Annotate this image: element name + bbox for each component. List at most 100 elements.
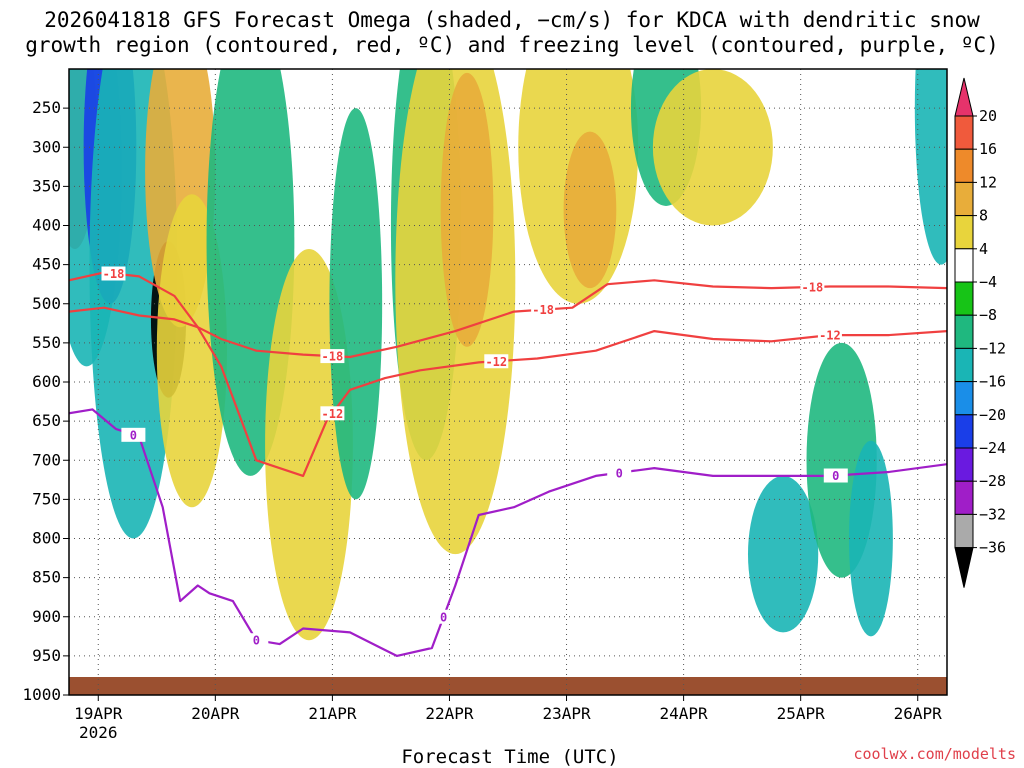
y-tick-label: 800 <box>32 529 61 548</box>
y-tick-label: 650 <box>32 411 61 430</box>
colorbar-label: −12 <box>979 339 1006 357</box>
contour-label-bg <box>431 609 456 624</box>
contour-label: -18 <box>532 303 554 317</box>
x-tick-label: 22APR <box>425 704 474 723</box>
omega-cell <box>914 69 947 265</box>
credit-text: coolwx.com/modelts <box>853 745 1016 763</box>
contour-label: 0 <box>832 469 839 483</box>
colorbar-segment <box>954 381 974 416</box>
colorbar-segment <box>954 447 974 482</box>
ground-surface <box>69 677 947 695</box>
contour-label: 0 <box>440 610 447 624</box>
colorbar-segment <box>954 314 974 349</box>
x-tick-label: 25APR <box>777 704 826 723</box>
colorbar-label: −8 <box>979 306 997 324</box>
dgz-contour-m12 <box>69 306 947 477</box>
colorbar: 20 16 12 8 4 −4 −8 −12 −16 −20 −24 −28 −32 −36 <box>954 77 1006 588</box>
y-tick-label: 600 <box>32 372 61 391</box>
contour-label: -18 <box>322 350 344 364</box>
colorbar-segment <box>954 347 974 383</box>
contour-label-bg <box>800 280 825 295</box>
contour-label: 0 <box>130 428 137 442</box>
chart-title-line2: growth region (contoured, red, ºC) and f… <box>25 33 999 57</box>
contour-label-bg <box>320 406 345 421</box>
y-tick-label: 850 <box>32 568 61 587</box>
contour-label-bg <box>817 328 842 343</box>
colorbar-label: 8 <box>979 207 988 225</box>
x-axis-title: Forecast Time (UTC) <box>401 746 618 768</box>
y-tick-label: 900 <box>32 607 61 626</box>
contour-label: -18 <box>103 267 125 281</box>
y-axis-ticks: 250 300 350 400 450 500 550 600 650 700 750 800 850 9… <box>22 98 69 704</box>
colorbar-label: −28 <box>979 472 1006 490</box>
x-tick-year: 2026 <box>79 723 118 742</box>
colorbar-segment <box>954 513 974 549</box>
omega-cell <box>848 440 893 637</box>
y-tick-label: 550 <box>32 333 61 352</box>
colorbar-label: 20 <box>979 107 997 125</box>
colorbar-segment <box>954 248 974 283</box>
colorbar-label: −16 <box>979 373 1006 391</box>
colorbar-label: 16 <box>979 140 997 158</box>
contour-label: -18 <box>802 281 824 295</box>
contour-label-bg <box>101 266 126 281</box>
contour-label-bg <box>531 302 556 317</box>
x-tick-label: 23APR <box>542 704 591 723</box>
contour-label-bg <box>244 633 269 648</box>
contour-label: 0 <box>616 466 623 480</box>
omega-cell <box>440 72 494 347</box>
colorbar-segment <box>954 181 974 217</box>
freezing-level-contour <box>69 408 947 658</box>
colorbar-segment <box>954 281 974 316</box>
y-tick-label: 300 <box>32 137 61 156</box>
contour-label-bg <box>823 468 848 483</box>
colorbar-label: 4 <box>979 240 988 258</box>
contour-label-bg <box>121 427 146 442</box>
x-tick-label: 24APR <box>660 704 709 723</box>
y-tick-label: 700 <box>32 450 61 469</box>
colorbar-segment <box>954 148 974 183</box>
omega-cell <box>652 69 773 226</box>
omega-cell <box>747 475 819 633</box>
colorbar-label: −20 <box>979 406 1006 424</box>
chart-title-line1: 2026041818 GFS Forecast Omega (shaded, −… <box>44 8 980 32</box>
contour-label: -12 <box>485 355 507 369</box>
y-tick-label: 750 <box>32 489 61 508</box>
omega-shading <box>69 69 947 641</box>
omega-cell <box>329 108 383 500</box>
y-tick-label: 950 <box>32 646 61 665</box>
colorbar-top-arrow <box>954 77 974 117</box>
colorbar-label: −24 <box>979 439 1006 457</box>
contour-label-bg <box>607 465 632 480</box>
colorbar-segment <box>954 414 974 449</box>
plot-area: -18 -18 -18 -18 -12 -12 -12 0 0 0 0 0 <box>68 68 948 696</box>
colorbar-segment <box>954 480 974 515</box>
contour-label: -12 <box>322 407 344 421</box>
y-tick-label: 400 <box>32 216 61 235</box>
contour-label-bg <box>484 354 509 369</box>
y-tick-label: 500 <box>32 294 61 313</box>
colorbar-segment <box>954 115 974 150</box>
colorbar-label: −36 <box>979 539 1006 557</box>
contour-label-bg <box>320 349 345 364</box>
colorbar-bottom-arrow <box>954 547 974 588</box>
contour-label: 0 <box>253 634 260 648</box>
colorbar-label: −32 <box>979 505 1006 523</box>
y-tick-label: 350 <box>32 176 61 195</box>
omega-cell <box>563 131 617 289</box>
colorbar-segment <box>954 215 974 250</box>
y-tick-label: 450 <box>32 255 61 274</box>
x-tick-label: 26APR <box>894 704 943 723</box>
y-tick-label: 1000 <box>22 685 61 704</box>
colorbar-label: −4 <box>979 273 997 291</box>
dgz-contour-m18 <box>69 271 947 359</box>
y-tick-label: 250 <box>32 98 61 117</box>
contour-label: -12 <box>819 329 841 343</box>
x-tick-label: 21APR <box>308 704 357 723</box>
contour-lines: -18 -18 -18 -18 -12 -12 -12 0 0 0 0 0 <box>69 266 947 658</box>
x-tick-label: 20APR <box>191 704 240 723</box>
colorbar-label: 12 <box>979 173 997 191</box>
x-tick-label: 19APR <box>74 704 123 723</box>
